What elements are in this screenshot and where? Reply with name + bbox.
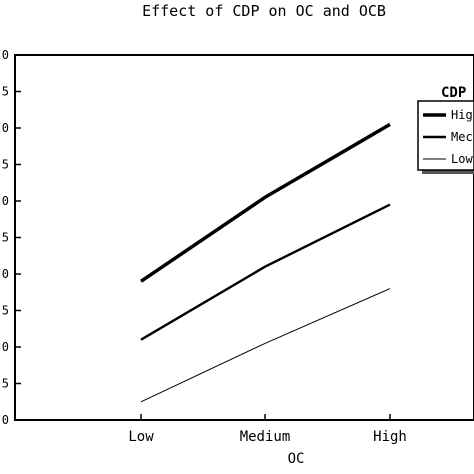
legend-label: Mec xyxy=(451,130,473,144)
y-tick-label: 0 xyxy=(2,340,9,354)
y-tick-label: 0 xyxy=(2,413,9,427)
legend-label: Low xyxy=(451,152,473,166)
legend-label: Hig xyxy=(451,108,473,122)
x-tick-label: Medium xyxy=(240,429,291,445)
y-tick-label: 0 xyxy=(2,194,9,208)
series-layer xyxy=(140,122,391,403)
legend-items: Hig Mec Low xyxy=(423,108,473,166)
chart-title: Effect of CDP on OC and OCB xyxy=(142,2,386,20)
x-axis: Low Medium High xyxy=(128,414,407,445)
y-tick-label: 0 xyxy=(2,121,9,135)
y-tick-label: 5 xyxy=(2,158,9,172)
series-line-low xyxy=(140,288,391,403)
y-tick-label: 0 xyxy=(2,267,9,281)
x-tick-label: Low xyxy=(128,429,154,445)
y-axis: 0 5 0 5 0 5 0 5 0 5 0 xyxy=(2,48,21,427)
plot-area xyxy=(14,54,474,421)
legend: CDP Hig Mec Low xyxy=(417,85,474,174)
x-tick-label: High xyxy=(373,429,407,445)
x-axis-title: OC xyxy=(288,451,305,467)
y-tick-label: 5 xyxy=(2,85,9,99)
series-line-high xyxy=(140,122,391,283)
y-tick-label: 0 xyxy=(2,48,9,62)
y-tick-label: 5 xyxy=(2,231,9,245)
y-tick-label: 5 xyxy=(2,304,9,318)
y-tick-label: 5 xyxy=(2,377,9,391)
legend-title: CDP xyxy=(441,85,466,101)
series-line-medium xyxy=(140,203,391,341)
